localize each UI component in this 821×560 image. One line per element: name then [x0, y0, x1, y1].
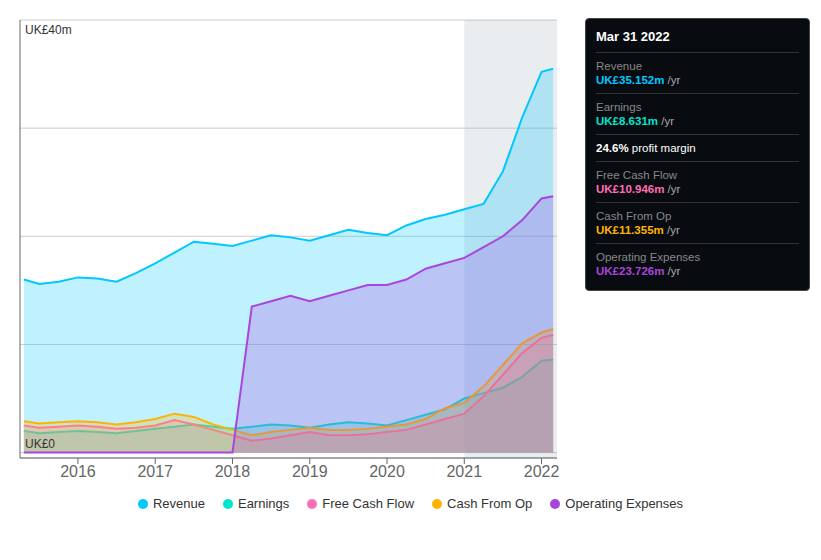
svg-text:2018: 2018: [215, 463, 251, 480]
svg-text:2017: 2017: [137, 463, 173, 480]
html-text:Operating Expenses: Operating Expenses: [565, 496, 684, 511]
html-text:Revenue: Revenue: [152, 496, 205, 511]
html-text:UK£8.631m /yr: UK£8.631m /yr: [596, 115, 674, 127]
html-text:UK£10.946m /yr: UK£10.946m /yr: [596, 183, 681, 195]
html-text:UK£35.152m /yr: UK£35.152m /yr: [596, 74, 681, 86]
svg-text:2016: 2016: [60, 463, 96, 480]
svg-text:UK£0: UK£0: [25, 437, 55, 451]
html-text:Earnings: Earnings: [596, 101, 642, 113]
svg-text:2020: 2020: [369, 463, 405, 480]
html-text:Operating Expenses: Operating Expenses: [596, 251, 701, 263]
html-text:24.6% profit margin: 24.6% profit margin: [596, 142, 696, 154]
svg-text:UK£40m: UK£40m: [25, 23, 72, 37]
svg-text:2022: 2022: [524, 463, 560, 480]
html-text:Cash From Op: Cash From Op: [596, 210, 672, 222]
html-text:UK£23.726m /yr: UK£23.726m /yr: [596, 265, 681, 277]
svg-text:2021: 2021: [446, 463, 482, 480]
html-text:Free Cash Flow: Free Cash Flow: [322, 496, 414, 511]
html-text:Earnings: Earnings: [238, 496, 290, 511]
html-text:Revenue: Revenue: [596, 60, 642, 72]
svg-text:2019: 2019: [292, 463, 328, 480]
html-text:Mar 31 2022: Mar 31 2022: [596, 29, 670, 44]
html-text:UK£11.355m /yr: UK£11.355m /yr: [596, 224, 680, 236]
html-text:Cash From Op: Cash From Op: [447, 496, 533, 511]
html-text:Free Cash Flow: Free Cash Flow: [596, 169, 678, 181]
